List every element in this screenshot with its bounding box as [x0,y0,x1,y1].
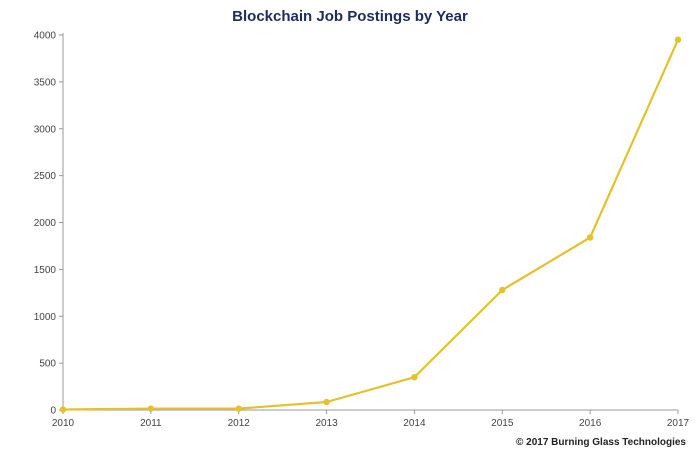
y-tick-label: 1500 [34,265,57,276]
y-tick-label: 2000 [34,218,57,229]
y-tick-label: 2500 [34,171,57,182]
data-point [323,398,330,406]
x-tick-label: 2017 [667,418,690,429]
x-tick-label: 2016 [579,418,602,429]
data-point [674,36,682,43]
y-tick-label: 1000 [34,312,57,323]
y-tick-label: 4000 [34,31,57,42]
x-tick-label: 2011 [140,418,162,429]
chart-title: Blockchain Job Postings by Year [232,8,468,25]
x-tick-label: 2013 [315,418,338,429]
y-tick-label: 0 [50,406,56,417]
x-tick-label: 2014 [403,418,426,429]
x-tick-label: 2010 [52,418,75,429]
y-tick-label: 500 [39,359,56,370]
copyright-notice: © 2017 Burning Glass Technologies [515,437,686,448]
data-point [147,405,155,412]
series-line [62,39,680,411]
y-tick-label: 3500 [34,77,57,88]
data-point [586,234,594,241]
x-tick-label: 2012 [228,418,251,429]
data-point [59,406,67,413]
x-tick-label: 2015 [491,418,514,429]
y-tick-label: 3000 [34,124,57,135]
data-point [235,405,242,412]
data-point [411,373,418,381]
data-point [499,286,506,294]
